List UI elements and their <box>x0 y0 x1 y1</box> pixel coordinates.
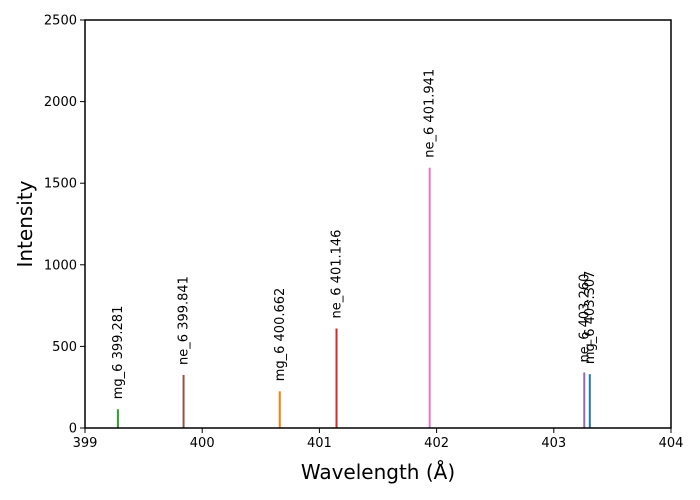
y-tick-label: 1500 <box>44 177 77 192</box>
y-axis-ticks: 0 500 1000 1500 2000 2500 <box>44 14 85 437</box>
x-tick-label: 401 <box>307 436 332 451</box>
spectral-lines <box>116 167 591 428</box>
line-label: ne_6 401.146 <box>330 230 345 319</box>
y-tick-label: 2500 <box>44 14 77 29</box>
x-tick-label: 399 <box>73 436 98 451</box>
line-label: mg_6 400.662 <box>273 288 288 382</box>
x-tick-label: 404 <box>659 436 684 451</box>
line-label: ne_6 401.941 <box>423 69 438 158</box>
y-tick-label: 2000 <box>44 95 77 110</box>
line-labels: mg_6 399.281 ne_6 399.841 mg_6 400.662 ne_6… <box>111 69 598 399</box>
x-tick-label: 400 <box>190 436 215 451</box>
line-label: ne_6 399.841 <box>177 276 192 365</box>
y-axis-label: Intensity <box>13 180 37 267</box>
line-label: mg_6 399.281 <box>111 306 126 400</box>
y-tick-label: 0 <box>69 422 77 437</box>
line-label: ne_6 403.260 <box>577 274 592 363</box>
y-tick-label: 1000 <box>44 258 77 273</box>
x-tick-label: 402 <box>424 436 449 451</box>
plot-frame <box>84 19 672 429</box>
x-axis-label: Wavelength (Å) <box>301 460 455 484</box>
line-label: mg_6 403.307 <box>583 271 598 365</box>
x-tick-label: 403 <box>541 436 566 451</box>
x-axis-ticks: 399 400 401 402 403 404 <box>73 428 684 451</box>
y-tick-label: 500 <box>52 340 77 355</box>
